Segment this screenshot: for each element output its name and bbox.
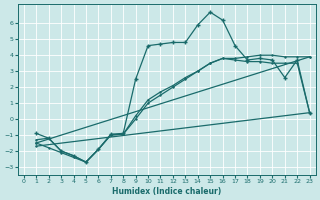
X-axis label: Humidex (Indice chaleur): Humidex (Indice chaleur): [112, 187, 221, 196]
